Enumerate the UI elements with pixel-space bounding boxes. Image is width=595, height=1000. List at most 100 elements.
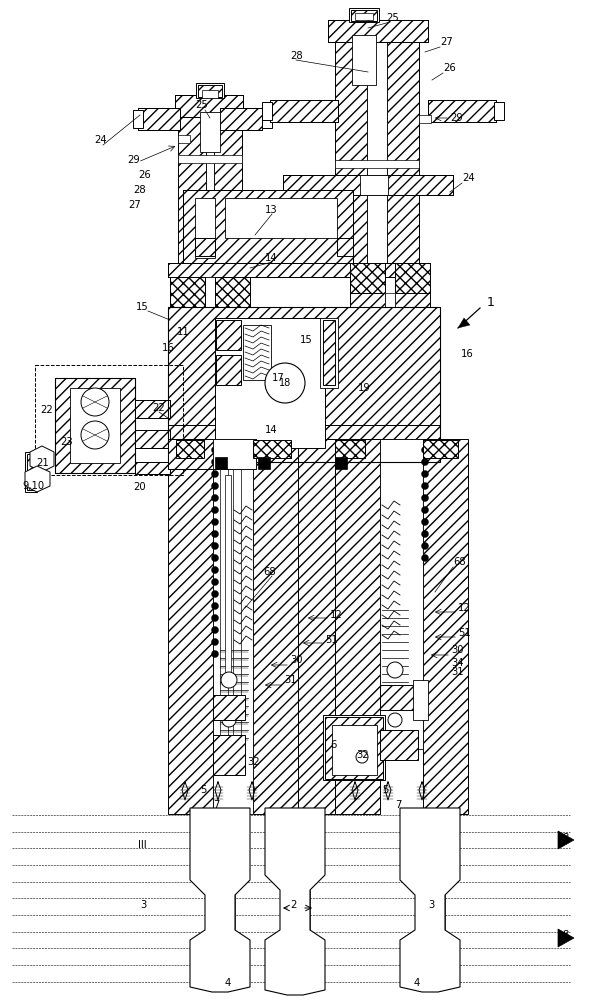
Text: 12: 12 [330,610,343,620]
Bar [198,85,222,97]
Bar [320,318,338,388]
Bar [213,735,245,775]
Bar [349,8,379,22]
Bar [258,457,270,469]
Text: 68: 68 [263,567,275,577]
Bar [385,293,395,523]
Bar [283,175,453,195]
Circle shape [421,554,428,562]
Text: 13: 13 [265,205,278,215]
Bar [283,175,453,195]
Text: 20: 20 [133,482,146,492]
Circle shape [211,483,218,489]
Circle shape [211,506,218,514]
Circle shape [211,542,218,550]
Bar [215,318,325,448]
Circle shape [421,506,428,514]
Circle shape [81,421,109,449]
Bar [335,35,367,265]
Text: 14: 14 [265,425,278,435]
Bar [352,35,376,85]
Bar [262,110,272,128]
Circle shape [211,626,218,634]
Bar [428,100,496,122]
Text: 25: 25 [386,13,399,23]
Circle shape [421,458,428,466]
Bar [428,100,496,122]
Bar [328,20,428,42]
Text: 51: 51 [325,635,338,645]
Circle shape [421,542,428,550]
Bar [175,95,243,117]
Circle shape [211,650,218,658]
Bar [413,680,428,720]
Bar [175,95,243,117]
Bar [335,439,380,814]
Bar [183,190,353,265]
Circle shape [421,483,428,489]
Polygon shape [25,466,50,492]
Bar [350,293,385,523]
Text: 30: 30 [290,655,302,665]
Text: 16: 16 [461,349,474,359]
Polygon shape [558,831,574,849]
Text: 12: 12 [458,603,471,613]
Text: 5: 5 [200,785,206,795]
Bar [243,325,271,380]
Text: 29: 29 [127,155,140,165]
Polygon shape [558,929,574,947]
Bar [135,430,170,448]
Circle shape [356,751,368,763]
Text: 28: 28 [290,51,303,61]
Bar [70,388,120,463]
Bar [55,378,135,473]
Text: 17: 17 [272,373,285,383]
Bar [213,695,245,720]
Bar [380,685,418,710]
Bar [298,439,335,814]
Bar [350,263,385,293]
Bar [337,238,353,256]
Bar [35,365,183,475]
Bar [225,198,337,238]
Polygon shape [30,446,54,472]
Circle shape [421,530,428,538]
Bar [168,439,256,469]
Bar [220,108,262,130]
Bar [335,457,347,469]
Text: 15: 15 [300,335,313,345]
Text: 28: 28 [133,185,146,195]
Circle shape [211,494,218,502]
Text: 7: 7 [213,800,220,810]
Bar [225,475,231,675]
Circle shape [421,494,428,502]
Bar [355,13,373,20]
Text: 27: 27 [440,37,453,47]
Text: 1: 1 [487,296,495,308]
Bar [262,102,272,120]
Text: 51: 51 [458,628,471,638]
Text: 4: 4 [225,978,231,988]
Bar [196,83,224,98]
Circle shape [222,713,236,727]
Bar [215,277,250,307]
Bar [135,430,170,448]
Bar [335,160,419,168]
Bar [270,100,338,122]
Bar [195,238,215,256]
Bar [183,190,353,265]
Text: 4: 4 [414,978,420,988]
Text: 26: 26 [443,63,456,73]
Bar [168,425,440,439]
Bar [215,277,250,517]
Text: 19: 19 [358,383,371,393]
Circle shape [265,363,305,403]
Bar [419,115,431,123]
Circle shape [421,471,428,478]
Text: 22: 22 [40,405,53,415]
Bar [233,460,241,760]
Text: 9,10: 9,10 [22,481,44,491]
Bar [200,112,220,152]
Bar [423,439,468,814]
Bar [168,307,440,462]
